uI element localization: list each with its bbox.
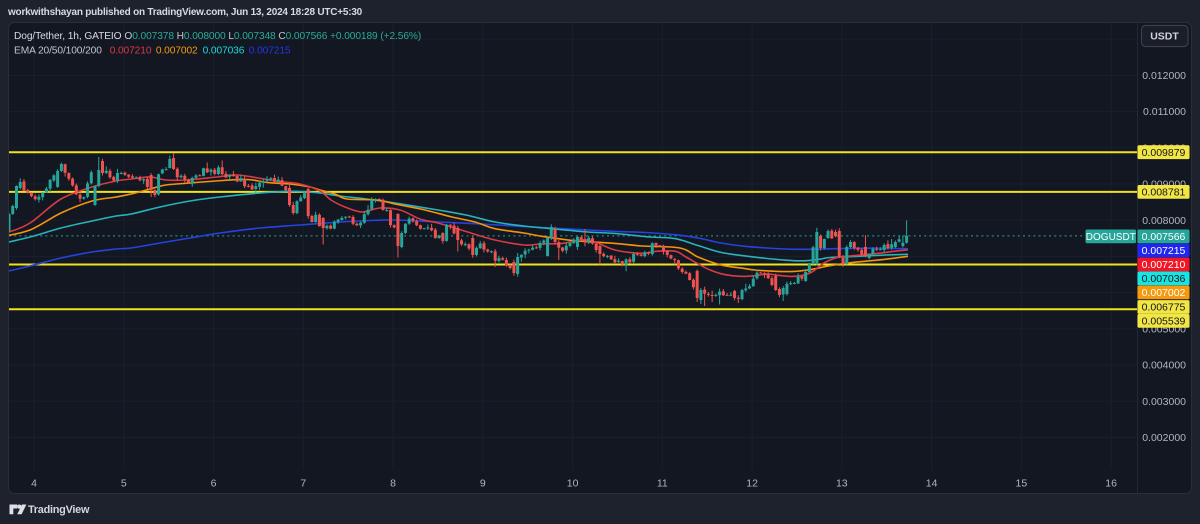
svg-text:0.007566: 0.007566 xyxy=(1142,231,1186,243)
svg-text:O0.007378 H0.008000 L0.007348: O0.007378 H0.008000 L0.007348 C0.007566 … xyxy=(124,31,421,42)
svg-text:0.012000: 0.012000 xyxy=(1142,70,1186,82)
svg-text:11: 11 xyxy=(657,478,668,490)
svg-text:0.007215: 0.007215 xyxy=(249,46,291,57)
svg-text:0.002000: 0.002000 xyxy=(1142,432,1186,444)
svg-text:0.007036: 0.007036 xyxy=(203,46,245,57)
svg-text:TradingView: TradingView xyxy=(28,504,90,516)
svg-text:workwithshayan published on Tr: workwithshayan published on TradingView.… xyxy=(7,7,363,18)
svg-text:5: 5 xyxy=(121,478,127,490)
svg-text:0.007210: 0.007210 xyxy=(110,46,152,57)
svg-text:Dog/Tether, 1h, GATEIO: Dog/Tether, 1h, GATEIO xyxy=(14,31,122,42)
svg-text:0.008781: 0.008781 xyxy=(1142,187,1186,199)
svg-text:0.006775: 0.006775 xyxy=(1142,302,1186,314)
svg-text:0.004000: 0.004000 xyxy=(1142,360,1186,372)
svg-text:EMA 20/50/100/200: EMA 20/50/100/200 xyxy=(14,46,102,57)
svg-text:7: 7 xyxy=(300,478,306,490)
svg-text:0.011000: 0.011000 xyxy=(1143,106,1186,118)
svg-text:0.007210: 0.007210 xyxy=(1142,259,1186,271)
svg-text:0.007002: 0.007002 xyxy=(156,46,198,57)
svg-text:0.003000: 0.003000 xyxy=(1142,396,1186,408)
svg-text:15: 15 xyxy=(1016,478,1028,490)
svg-text:14: 14 xyxy=(926,478,938,490)
svg-text:0.005539: 0.005539 xyxy=(1142,316,1186,328)
svg-text:6: 6 xyxy=(211,478,217,490)
svg-text:0.007036: 0.007036 xyxy=(1142,273,1186,285)
svg-text:4: 4 xyxy=(31,478,37,490)
svg-text:12: 12 xyxy=(746,478,758,490)
svg-text:13: 13 xyxy=(836,478,848,490)
svg-text:0.008000: 0.008000 xyxy=(1142,215,1186,227)
svg-text:0.009879: 0.009879 xyxy=(1142,147,1186,159)
svg-text:DOGUSDT: DOGUSDT xyxy=(1086,232,1136,243)
svg-text:USDT: USDT xyxy=(1150,31,1179,43)
svg-text:9: 9 xyxy=(480,478,486,490)
svg-text:10: 10 xyxy=(567,478,579,490)
svg-text:8: 8 xyxy=(390,478,396,490)
svg-text:0.007002: 0.007002 xyxy=(1142,287,1186,299)
svg-text:16: 16 xyxy=(1105,478,1117,490)
svg-text:0.007215: 0.007215 xyxy=(1142,245,1186,257)
